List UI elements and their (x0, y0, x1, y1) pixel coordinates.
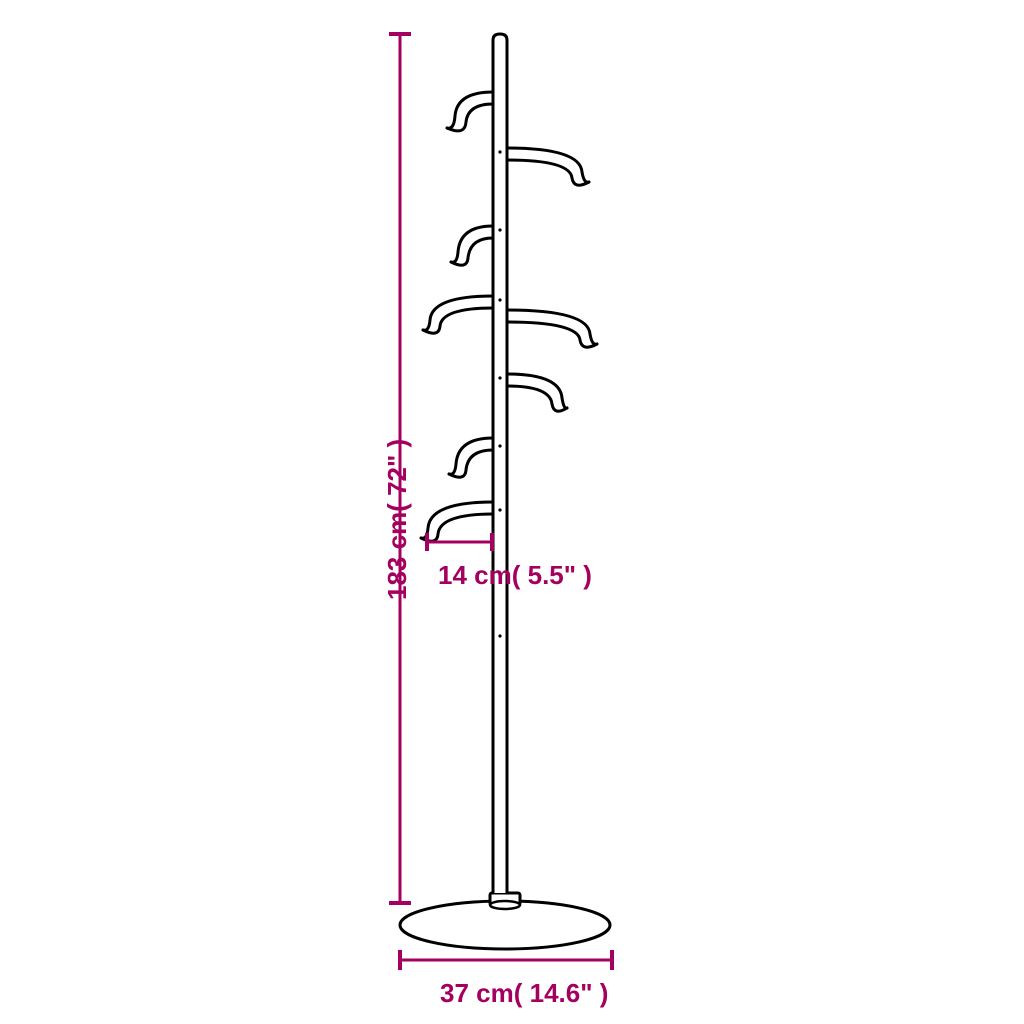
dim-base-label: 37 cm( 14.6" ) (440, 978, 608, 1009)
dim-height-label: 183 cm( 72" ) (382, 439, 413, 600)
dim-hook-label: 14 cm( 5.5" ) (438, 560, 592, 591)
dimension-lines (0, 0, 1024, 1024)
diagram-canvas: 183 cm( 72" ) 14 cm( 5.5" ) 37 cm( 14.6"… (0, 0, 1024, 1024)
